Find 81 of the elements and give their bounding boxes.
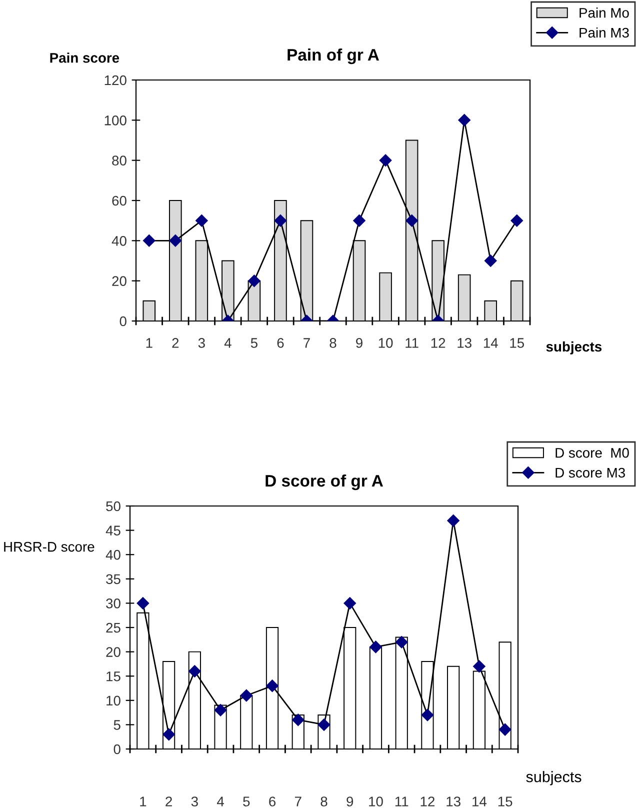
point <box>484 254 497 267</box>
x-tick-label: 5 <box>243 796 250 806</box>
y-tick-label: 10 <box>106 696 120 706</box>
x-tick-label: 2 <box>172 338 179 348</box>
y-tick-label: 45 <box>106 526 120 536</box>
point <box>240 689 252 702</box>
y-axis-title: Pain score <box>50 52 120 63</box>
x-axis-title: subjects <box>546 341 602 354</box>
x-tick-label: 7 <box>294 796 302 806</box>
y-tick-label: 50 <box>106 501 120 512</box>
point <box>196 214 208 227</box>
x-tick-label: 1 <box>140 796 146 806</box>
x-tick-label: 1 <box>146 338 152 348</box>
chart-title: D score of gr A <box>266 474 383 490</box>
x-tick-label: 15 <box>510 338 524 348</box>
x-tick-label: 2 <box>166 796 172 806</box>
point <box>396 636 408 648</box>
point <box>162 728 175 741</box>
point <box>318 718 330 731</box>
x-tick-label: 4 <box>224 338 232 348</box>
y-tick-label: 20 <box>106 647 120 657</box>
point <box>136 597 150 610</box>
y-tick-label: 35 <box>106 574 120 584</box>
point <box>498 723 512 736</box>
y-tick-label: 30 <box>106 598 120 608</box>
x-tick-label: 14 <box>484 338 498 348</box>
x-tick-label: 6 <box>269 796 276 806</box>
point <box>421 708 434 722</box>
x-axis-title: subjects <box>526 771 582 786</box>
x-tick-label: 13 <box>458 338 472 348</box>
x-tick-label: 11 <box>395 796 408 806</box>
point <box>473 660 486 672</box>
y-tick-label: 15 <box>106 672 120 682</box>
y-tick-label: 5 <box>114 720 120 730</box>
x-tick-label: 3 <box>191 796 198 806</box>
x-tick-label: 9 <box>346 796 354 806</box>
x-tick-label: 10 <box>369 796 383 806</box>
y-tick-label: 40 <box>112 236 126 246</box>
point <box>143 234 156 247</box>
y-tick-label: 100 <box>104 116 126 126</box>
y-tick-label: 0 <box>120 316 126 326</box>
point <box>370 640 382 654</box>
x-tick-label: 7 <box>304 338 310 348</box>
x-tick-label: 10 <box>378 338 393 348</box>
x-tick-label: 8 <box>320 796 328 806</box>
point <box>274 214 287 227</box>
y-axis-title: HRSR-D score <box>4 542 94 552</box>
point <box>344 597 356 610</box>
point <box>353 214 366 227</box>
y-tick-label: 0 <box>114 744 120 754</box>
y-tick-label: 25 <box>106 622 120 633</box>
point <box>188 665 201 678</box>
point <box>510 214 523 227</box>
legend-label: D score M0 <box>556 448 629 458</box>
x-tick-label: 12 <box>431 338 446 348</box>
point <box>214 704 227 716</box>
x-tick-label: 4 <box>216 796 224 806</box>
x-tick-label: 14 <box>472 796 487 806</box>
point <box>266 680 278 692</box>
y-tick-label: 40 <box>106 550 120 560</box>
x-tick-label: 15 <box>498 796 512 806</box>
x-tick-label: 13 <box>446 796 460 806</box>
x-tick-label: 6 <box>277 338 284 348</box>
y-tick-label: 120 <box>104 75 126 86</box>
point <box>292 714 304 726</box>
x-tick-label: 11 <box>406 338 418 348</box>
chart-title: Pain of gr A <box>288 48 380 64</box>
point <box>169 234 182 247</box>
point <box>406 214 418 227</box>
x-tick-label: 9 <box>356 338 362 348</box>
y-tick-label: 60 <box>112 196 126 206</box>
point <box>447 514 460 527</box>
x-tick-label: 12 <box>420 796 434 806</box>
y-tick-label: 20 <box>112 276 126 286</box>
x-tick-label: 8 <box>330 338 336 348</box>
x-tick-label: 3 <box>198 338 205 348</box>
x-tick-label: 5 <box>250 338 258 348</box>
y-tick-label: 80 <box>112 156 126 166</box>
legend-label: Pain M3 <box>580 27 629 38</box>
legend-label: Pain Mo <box>580 8 629 18</box>
legend-label: D score M3 <box>556 468 625 478</box>
